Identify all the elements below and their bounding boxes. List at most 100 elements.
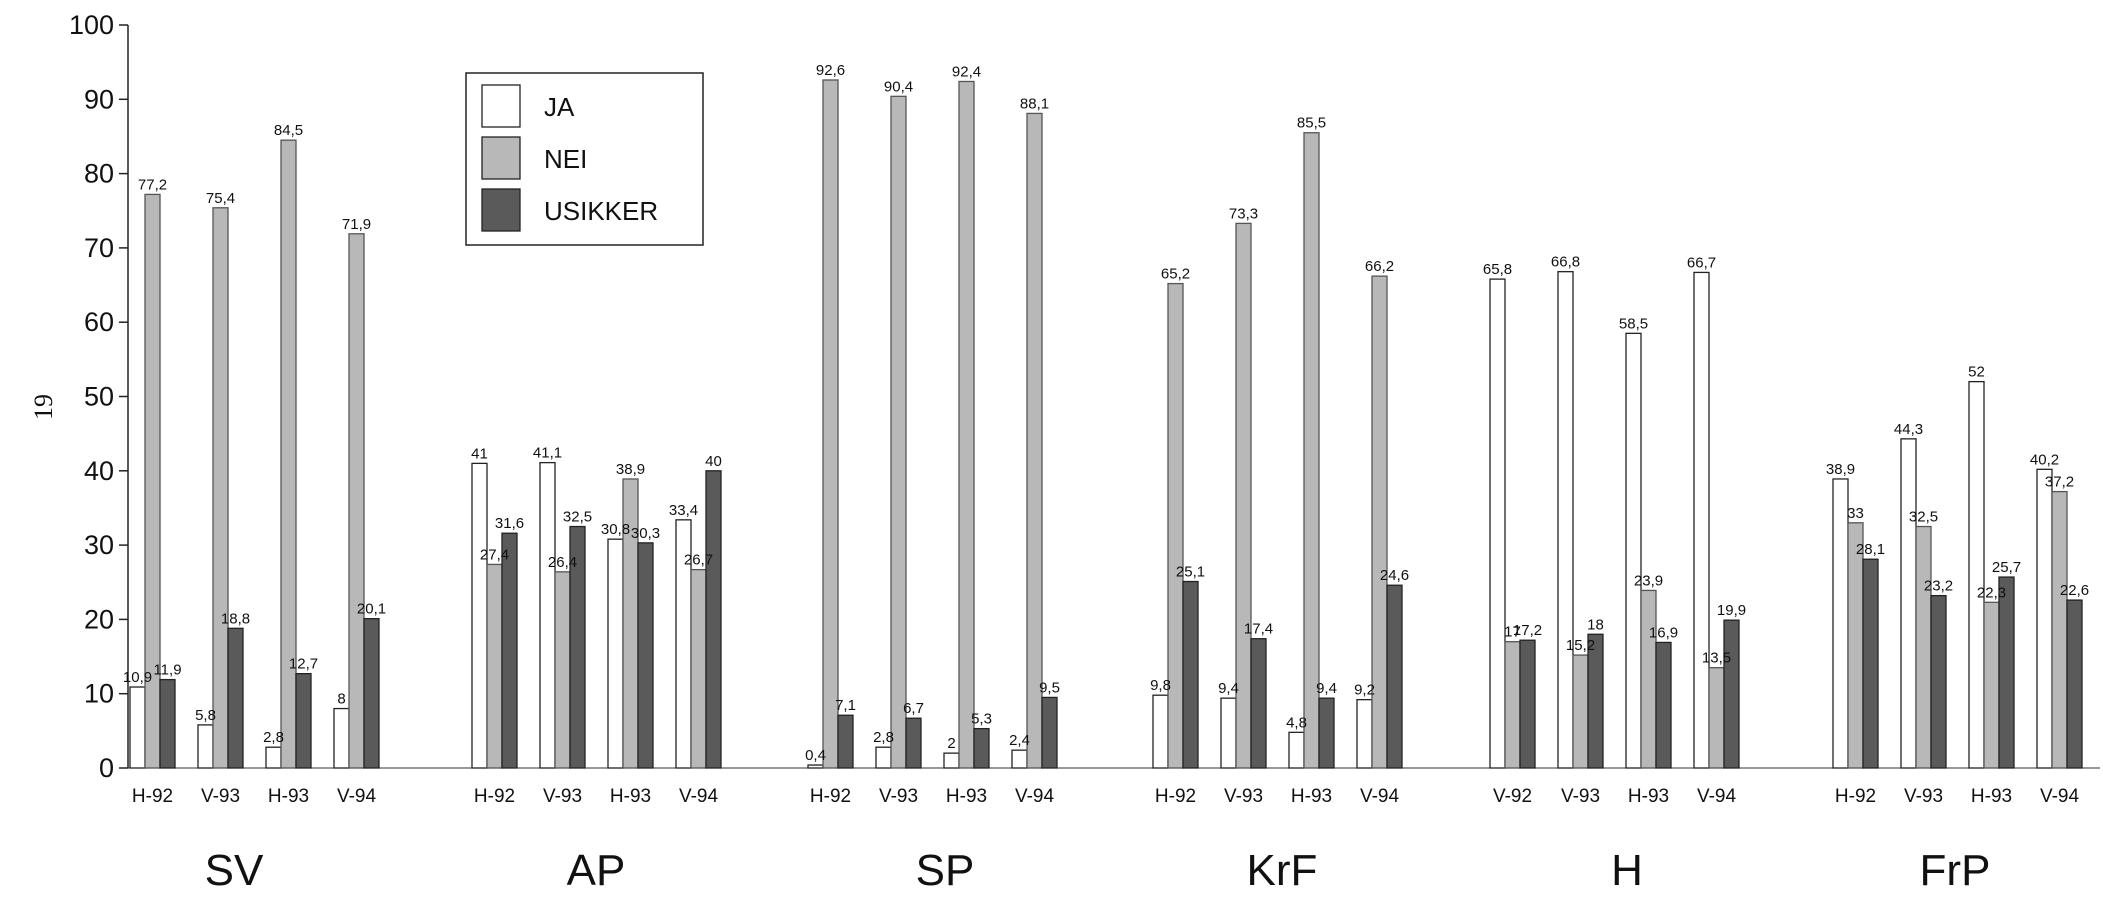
category-label: V-93 bbox=[201, 786, 240, 807]
data-label: 44,3 bbox=[1894, 421, 1923, 438]
data-label: 77,2 bbox=[138, 176, 167, 193]
bar-nei bbox=[1167, 282, 1184, 769]
data-label: 7,1 bbox=[835, 697, 856, 714]
data-label: 5,3 bbox=[971, 711, 992, 728]
bar-ja bbox=[129, 686, 146, 769]
bar-nei bbox=[1640, 589, 1657, 769]
category-label: V-94 bbox=[1697, 786, 1737, 807]
data-label: 4,8 bbox=[1286, 714, 1307, 731]
data-label: 23,9 bbox=[1634, 572, 1663, 589]
party-label: KrF bbox=[1247, 846, 1318, 895]
bar-usikker bbox=[1862, 558, 1879, 769]
data-label: 12,7 bbox=[289, 656, 318, 673]
bar-usikker bbox=[2066, 599, 2083, 769]
bar-ja bbox=[1625, 332, 1642, 769]
data-label: 90,4 bbox=[884, 78, 913, 95]
bar-ja bbox=[1220, 697, 1237, 769]
bar-usikker bbox=[973, 727, 990, 769]
data-label: 9,2 bbox=[1354, 682, 1375, 699]
y-tick-label: 30 bbox=[84, 530, 114, 560]
bar-ja bbox=[1489, 278, 1506, 769]
y-axis: 0 10 20 30 40 50 60 70 80 90 100 bbox=[69, 10, 2100, 783]
bar-ja bbox=[607, 538, 624, 769]
bar-ja bbox=[1968, 380, 1985, 769]
data-label: 41 bbox=[471, 445, 488, 462]
labels: 10,9 77,2 11,9 H-92 5,8 75,4 18,8 V-93 2,8 84,5 12… bbox=[123, 62, 2089, 895]
bar-usikker bbox=[1182, 580, 1199, 769]
data-label: 65,8 bbox=[1483, 261, 1512, 278]
bar-ja bbox=[539, 461, 556, 769]
bar-nei bbox=[1708, 667, 1725, 769]
bar-ja bbox=[333, 707, 350, 769]
data-label: 17,4 bbox=[1244, 621, 1273, 638]
bar-ja bbox=[1900, 438, 1917, 769]
category-label: H-92 bbox=[1155, 786, 1196, 807]
y-tick-label: 100 bbox=[69, 10, 114, 40]
category-label: H-93 bbox=[1971, 786, 2012, 807]
legend-label: USIKKER bbox=[544, 196, 658, 226]
y-tick-label: 40 bbox=[84, 456, 114, 486]
data-label: 9,8 bbox=[1150, 677, 1171, 694]
category-label: H-93 bbox=[268, 786, 309, 807]
legend-swatch bbox=[481, 188, 521, 232]
bar-ja bbox=[265, 746, 282, 769]
data-label: 40 bbox=[705, 453, 722, 470]
bar-nei bbox=[280, 139, 297, 769]
bar-usikker bbox=[637, 542, 654, 769]
data-label: 27,4 bbox=[480, 546, 509, 563]
data-label: 2,8 bbox=[263, 729, 284, 746]
y-tick-label: 80 bbox=[84, 159, 114, 189]
data-label: 58,5 bbox=[1619, 315, 1648, 332]
data-label: 20,1 bbox=[357, 601, 386, 618]
category-label: V-94 bbox=[679, 786, 719, 807]
legend: JA NEI USIKKER bbox=[465, 72, 704, 246]
bar-usikker bbox=[1998, 576, 2015, 769]
data-label: 25,1 bbox=[1176, 564, 1205, 581]
legend-swatch bbox=[481, 84, 521, 128]
party-label: H bbox=[1611, 846, 1643, 895]
data-label: 19,9 bbox=[1717, 602, 1746, 619]
data-label: 9,4 bbox=[1316, 680, 1337, 697]
bar-nei bbox=[1504, 641, 1521, 769]
data-label: 18,8 bbox=[221, 610, 250, 627]
data-label: 8 bbox=[337, 691, 345, 708]
page-number: 19 bbox=[29, 394, 58, 420]
bar-ja bbox=[2036, 468, 2053, 769]
party-label: SP bbox=[916, 846, 975, 895]
data-label: 66,7 bbox=[1687, 254, 1716, 271]
bar-ja bbox=[471, 462, 488, 769]
data-label: 18 bbox=[1587, 616, 1604, 633]
bar-usikker bbox=[569, 525, 586, 769]
bar-usikker bbox=[227, 627, 244, 769]
data-label: 38,9 bbox=[1826, 461, 1855, 478]
bar-nei bbox=[958, 80, 975, 769]
bar-ja bbox=[1557, 271, 1574, 769]
data-label: 2,4 bbox=[1009, 732, 1030, 749]
category-label: H-93 bbox=[1291, 786, 1332, 807]
bar-nei bbox=[348, 233, 365, 769]
data-label: 17,2 bbox=[1513, 622, 1542, 639]
data-label: 17 bbox=[1504, 624, 1521, 641]
bar-usikker bbox=[1250, 638, 1267, 769]
data-label: 10,9 bbox=[123, 669, 152, 686]
bar-usikker bbox=[1318, 697, 1335, 769]
bar-nei bbox=[1303, 132, 1320, 769]
category-label: V-93 bbox=[543, 786, 582, 807]
y-tick-label: 50 bbox=[84, 382, 114, 412]
bar-usikker bbox=[1587, 633, 1604, 769]
data-label: 24,6 bbox=[1380, 567, 1409, 584]
data-label: 66,8 bbox=[1551, 254, 1580, 271]
bars bbox=[129, 79, 2083, 769]
category-label: H-93 bbox=[610, 786, 651, 807]
data-label: 26,4 bbox=[548, 554, 577, 571]
bar-usikker bbox=[159, 678, 176, 769]
bar-ja bbox=[197, 724, 214, 769]
data-label: 25,7 bbox=[1992, 559, 2021, 576]
bar-usikker bbox=[837, 714, 854, 769]
y-tick-label: 60 bbox=[84, 307, 114, 337]
bar-nei bbox=[890, 95, 907, 769]
y-tick-label: 90 bbox=[84, 84, 114, 114]
data-label: 75,4 bbox=[206, 190, 235, 207]
bar-ja bbox=[807, 764, 824, 769]
bar-nei bbox=[1235, 222, 1252, 769]
